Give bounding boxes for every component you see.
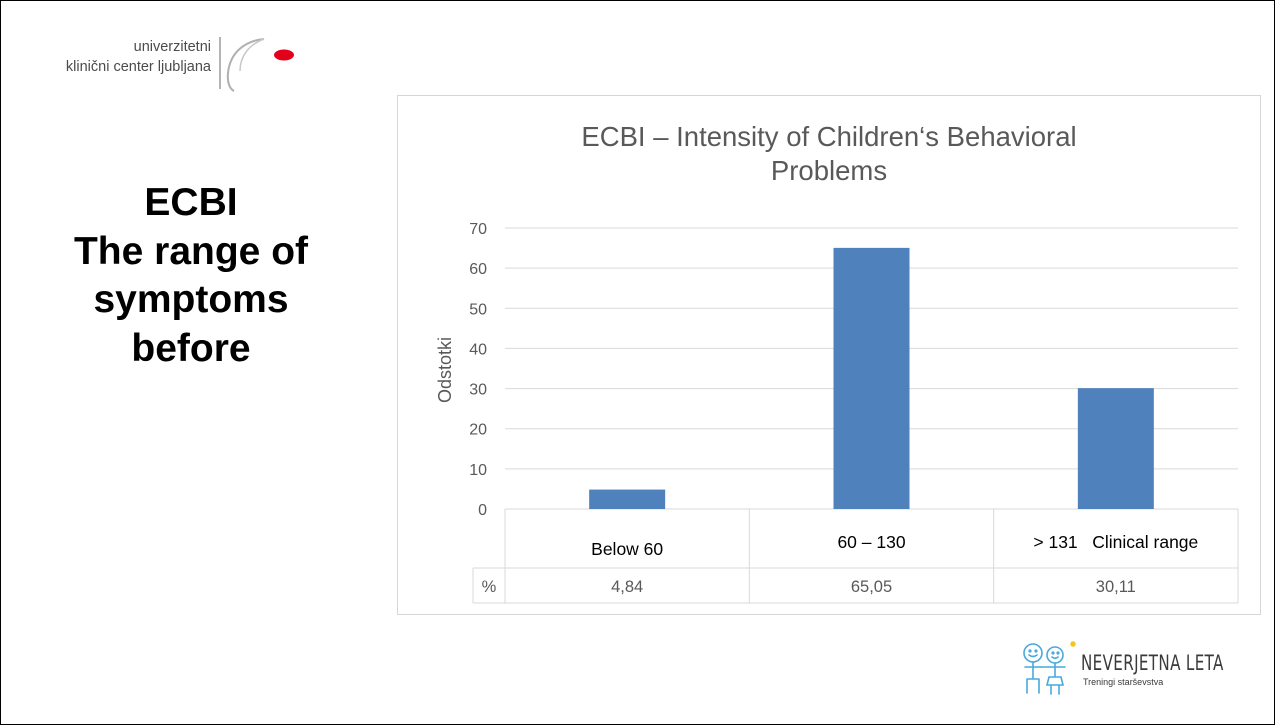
y-tick-label: 20 <box>469 422 487 439</box>
ukc-mark-icon <box>219 37 294 92</box>
table-row-label: % <box>482 578 497 596</box>
bar <box>1077 388 1154 509</box>
table-value: 4,84 <box>611 578 643 596</box>
logo-text-line1: univerzitetni <box>133 39 211 55</box>
y-tick-label: 70 <box>469 221 487 238</box>
category-label: 60 – 130 <box>837 532 905 552</box>
chart-container: ECBI – Intensity of Children‘s Behaviora… <box>397 95 1261 615</box>
heading-line: before <box>131 326 251 370</box>
heading-line: symptoms <box>93 278 289 321</box>
heading-line: ECBI <box>144 181 238 224</box>
children-icon <box>1023 641 1076 695</box>
table-value: 30,11 <box>1096 578 1136 596</box>
category-label: > 131 Clinical range <box>1033 532 1198 552</box>
brand-name: NEVERJETNA LETA <box>1081 651 1224 675</box>
chart-title-line: ECBI – Intensity of Children‘s Behaviora… <box>581 121 1077 152</box>
y-tick-label: 10 <box>469 462 487 479</box>
bar <box>589 489 666 509</box>
bar-chart: 0 10 20 30 40 50 60 70 Below 60 4,84 60 – 130 65,05… <box>435 221 1239 604</box>
ukc-logo: univerzitetni klinični center ljubljana <box>9 29 309 99</box>
brand-tagline: Treningi starševstva <box>1083 677 1164 687</box>
y-tick-label: 50 <box>469 301 487 318</box>
slide-heading: ECBI The range of symptoms before <box>31 179 351 373</box>
neverjetna-leta-logo: NEVERJETNA LETA Treningi starševstva <box>1011 637 1224 697</box>
table-value: 65,05 <box>851 578 892 596</box>
y-tick-label: 40 <box>469 341 487 358</box>
category-label: Below 60 <box>591 539 663 559</box>
bar <box>833 247 910 509</box>
logo-text-line2: klinični center ljubljana <box>65 59 211 75</box>
chart-title: ECBI – Intensity of Children‘s Behaviora… <box>398 120 1260 188</box>
chart-title-line: Problems <box>770 155 888 186</box>
y-tick-label: 30 <box>469 382 487 399</box>
y-tick-label: 60 <box>469 261 487 278</box>
y-axis-label: Odstotki <box>435 337 455 403</box>
heading-line: The range of <box>73 229 309 273</box>
y-tick-label: 0 <box>478 502 487 519</box>
